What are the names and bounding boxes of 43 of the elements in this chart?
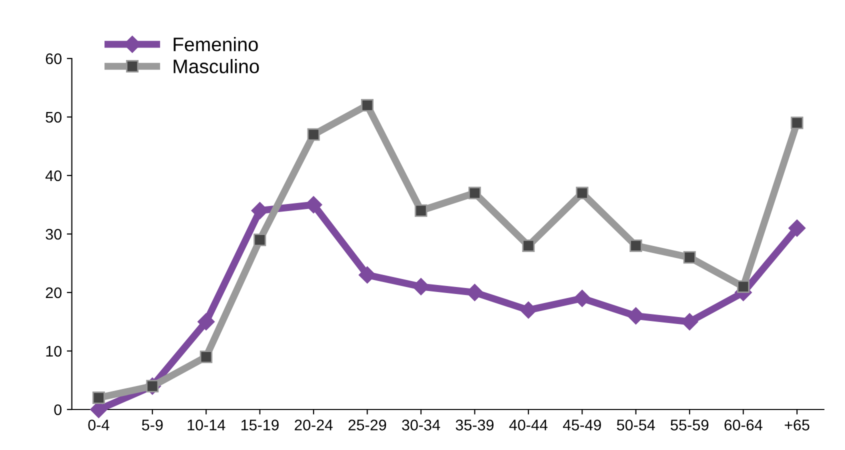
x-tick-label: 35-39 <box>456 420 494 430</box>
legend-label: Femenino <box>174 37 258 52</box>
x-tick-label: +65 <box>784 420 810 430</box>
point <box>198 313 215 330</box>
y-tick-label: 50 <box>46 112 62 123</box>
y-tick-label: 10 <box>46 346 62 357</box>
point <box>254 234 266 246</box>
point <box>788 220 806 237</box>
point <box>414 204 428 217</box>
y-tick-label: 0 <box>54 404 62 416</box>
x-tick-label: 10-14 <box>188 420 226 430</box>
x-tick-label: 5-9 <box>142 420 163 430</box>
x-tick-label: 25-29 <box>348 420 386 430</box>
point <box>468 186 481 200</box>
point <box>520 302 537 319</box>
x-tick-label: 50-54 <box>616 420 655 430</box>
x-tick-label: 40-44 <box>509 420 548 430</box>
point <box>574 290 591 307</box>
point <box>251 202 268 220</box>
x-tick-label: 30-34 <box>402 420 440 430</box>
y-tick-label: 60 <box>46 53 62 64</box>
point <box>683 251 696 264</box>
x-tick-label: 60-64 <box>724 420 762 430</box>
point <box>200 350 212 364</box>
point <box>627 307 644 324</box>
point <box>630 239 642 252</box>
x-tick-label: 15-19 <box>241 420 279 430</box>
point <box>522 239 535 252</box>
x-tick-label: 45-49 <box>562 420 601 430</box>
point <box>92 392 105 404</box>
y-tick-label: 40 <box>45 170 62 182</box>
legend-label: Masculino <box>174 59 259 74</box>
y-tick-label: 30 <box>46 228 62 240</box>
point <box>576 186 588 200</box>
point <box>737 280 750 293</box>
y-tick-label: 20 <box>46 287 62 298</box>
x-tick-label: 0-4 <box>88 420 110 430</box>
point <box>307 128 320 141</box>
x-tick-label: 55-59 <box>670 420 708 430</box>
point <box>361 99 374 112</box>
point <box>790 116 804 130</box>
point <box>358 266 376 284</box>
x-tick-label: 20-24 <box>294 420 333 430</box>
